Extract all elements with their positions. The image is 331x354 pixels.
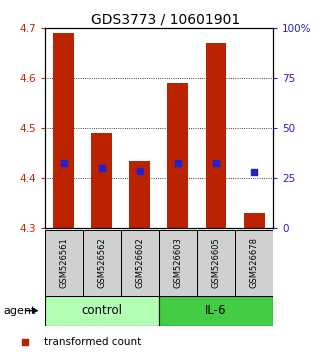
Bar — [91, 133, 112, 228]
Point — [23, 339, 28, 344]
FancyBboxPatch shape — [159, 230, 197, 296]
Text: GSM526602: GSM526602 — [135, 238, 144, 288]
Text: GSM526605: GSM526605 — [212, 238, 220, 288]
Text: agent: agent — [3, 306, 36, 316]
Point — [213, 160, 218, 166]
Bar — [167, 83, 188, 228]
Text: GSM526678: GSM526678 — [250, 237, 259, 289]
Point — [61, 160, 66, 166]
FancyBboxPatch shape — [121, 230, 159, 296]
Point — [137, 168, 142, 174]
Bar — [206, 43, 226, 228]
Text: transformed count: transformed count — [44, 337, 141, 347]
Bar — [53, 33, 74, 228]
FancyBboxPatch shape — [83, 230, 121, 296]
FancyBboxPatch shape — [45, 230, 83, 296]
Point — [175, 160, 181, 166]
Point — [252, 169, 257, 175]
Text: IL-6: IL-6 — [205, 304, 227, 317]
Bar — [244, 213, 264, 228]
FancyBboxPatch shape — [45, 296, 159, 326]
Text: GDS3773 / 10601901: GDS3773 / 10601901 — [91, 12, 240, 27]
Bar — [129, 161, 150, 228]
Point — [99, 165, 105, 171]
FancyBboxPatch shape — [159, 296, 273, 326]
Text: GSM526561: GSM526561 — [59, 238, 68, 288]
FancyBboxPatch shape — [197, 230, 235, 296]
Text: control: control — [81, 304, 122, 317]
FancyBboxPatch shape — [235, 230, 273, 296]
Text: GSM526603: GSM526603 — [173, 238, 182, 288]
Text: GSM526562: GSM526562 — [97, 238, 106, 288]
